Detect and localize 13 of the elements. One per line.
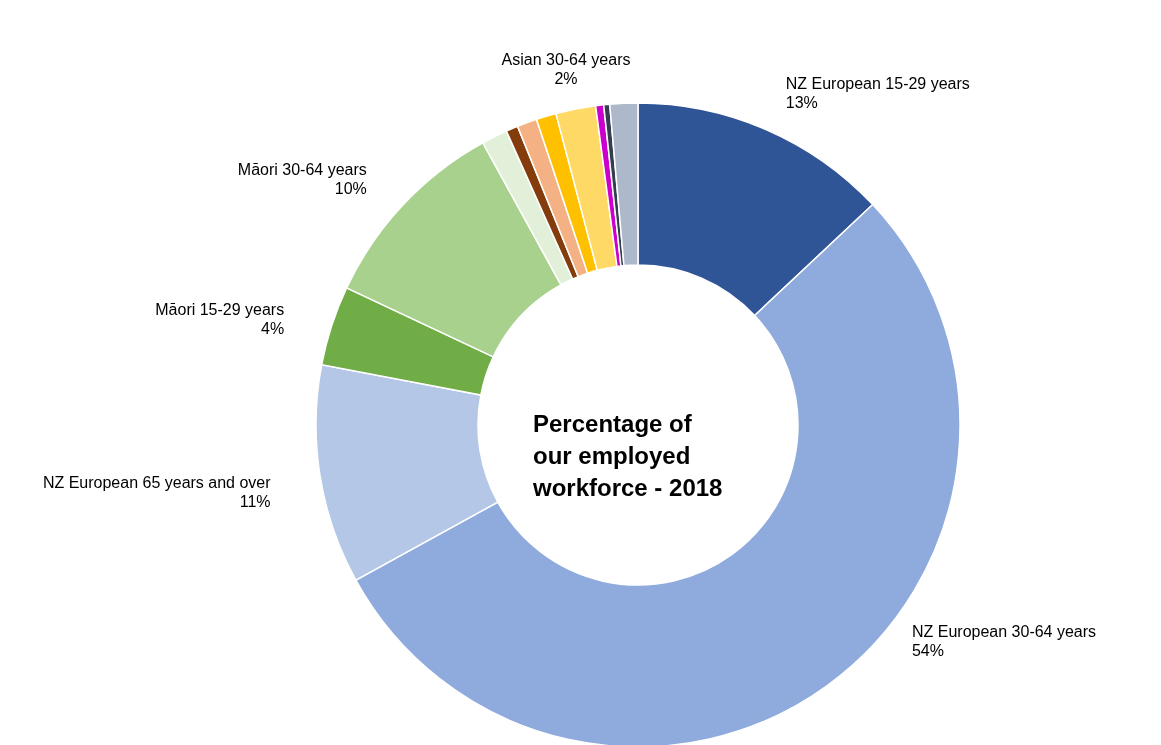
data-label: 10% <box>334 180 367 198</box>
data-label: 13% <box>785 93 818 111</box>
slice-label: NZ European 65 years and over <box>42 474 272 492</box>
data-label: 4% <box>261 320 285 338</box>
data-label: 2% <box>554 70 578 88</box>
slice-label: Māori 30-64 years <box>237 161 367 179</box>
slice-label: Asian 30-64 years <box>501 51 631 69</box>
text: Percentage of our employed workforce - 2018 <box>532 410 723 501</box>
data-label: 11% <box>239 493 271 511</box>
slice-label: NZ European 30-64 years <box>911 622 1097 640</box>
slice-label: NZ European 15-29 years <box>785 74 970 92</box>
slice-label: Māori 15-29 years <box>155 301 285 319</box>
data-label: 54% <box>911 641 944 659</box>
